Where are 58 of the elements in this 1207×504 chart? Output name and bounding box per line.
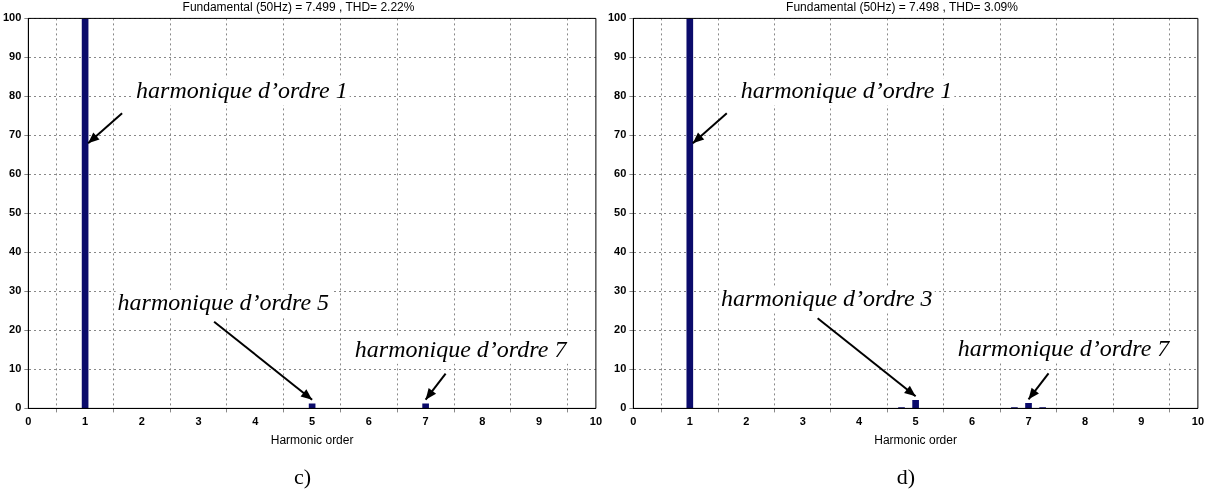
annotation: harmonique d’ordre 7 — [957, 335, 1171, 362]
y-tick-label: 50 — [614, 206, 627, 219]
x-tick-label: 7 — [422, 415, 429, 428]
y-tick-label: 90 — [9, 50, 22, 63]
x-tick-label: 5 — [309, 415, 316, 428]
annotation: harmonique d’ordre 3 — [721, 285, 933, 312]
x-tick-label: 9 — [536, 415, 543, 428]
y-tick-label: 70 — [614, 128, 627, 141]
x-tick-label: 4 — [252, 415, 260, 428]
y-tick-label: 30 — [9, 284, 22, 297]
chart-title: Fundamental (50Hz) = 7.498 , THD= 3.09% — [786, 0, 1019, 14]
y-tick-label: 40 — [614, 245, 627, 258]
x-tick-label: 6 — [365, 415, 372, 428]
x-axis-title: Harmonic order — [270, 433, 354, 448]
x-tick-label: 4 — [856, 415, 864, 428]
x-tick-label: 3 — [799, 415, 806, 428]
annotation: harmonique d’ordre 7 — [354, 335, 568, 362]
chart-title: Fundamental (50Hz) = 7.499 , THD= 2.22% — [182, 0, 415, 14]
x-tick-label: 1 — [686, 415, 693, 428]
y-tick-label: 100 — [607, 11, 627, 24]
annotation: harmonique d’ordre 5 — [117, 288, 330, 315]
y-tick-label: 10 — [9, 362, 22, 375]
x-tick-label: 3 — [195, 415, 202, 428]
text: c) — [292, 464, 313, 490]
x-tick-label: 0 — [630, 415, 637, 428]
bar — [1025, 403, 1032, 409]
x-tick-label: 8 — [479, 415, 486, 428]
y-tick-label: 100 — [2, 11, 22, 24]
x-axis-title: Harmonic order — [874, 433, 957, 448]
y-tick-label: 70 — [9, 128, 22, 141]
y-tick-label: 50 — [9, 206, 22, 219]
y-tick-label: 80 — [614, 89, 627, 102]
x-tick-label: 9 — [1138, 415, 1145, 428]
y-tick-label: 80 — [9, 89, 22, 102]
annotation: harmonique d’ordre 1 — [136, 77, 348, 104]
x-tick-label: 7 — [1025, 415, 1032, 428]
x-tick-label: 6 — [969, 415, 976, 428]
y-tick-label: 0 — [620, 401, 627, 414]
x-tick-label: 8 — [1081, 415, 1089, 428]
annotation: harmonique d’ordre 1 — [740, 77, 953, 104]
text: d) — [895, 464, 917, 490]
x-tick-label: 5 — [912, 415, 919, 428]
x-tick-label: 2 — [138, 415, 145, 428]
y-tick-label: 90 — [614, 50, 627, 63]
x-tick-label: 0 — [25, 415, 32, 428]
y-tick-label: 20 — [9, 323, 22, 336]
x-tick-label: 2 — [743, 415, 750, 428]
y-tick-label: 0 — [15, 401, 22, 414]
bar — [686, 18, 694, 409]
y-tick-label: 60 — [9, 167, 22, 180]
y-tick-label: 40 — [9, 245, 22, 258]
y-tick-label: 60 — [614, 167, 627, 180]
x-tick-label: 10 — [1191, 415, 1205, 428]
x-tick-label: 10 — [589, 415, 603, 428]
y-tick-label: 20 — [614, 323, 627, 336]
y-tick-label: 10 — [614, 362, 627, 375]
x-tick-label: 1 — [82, 415, 89, 428]
y-tick-label: 30 — [614, 284, 627, 297]
